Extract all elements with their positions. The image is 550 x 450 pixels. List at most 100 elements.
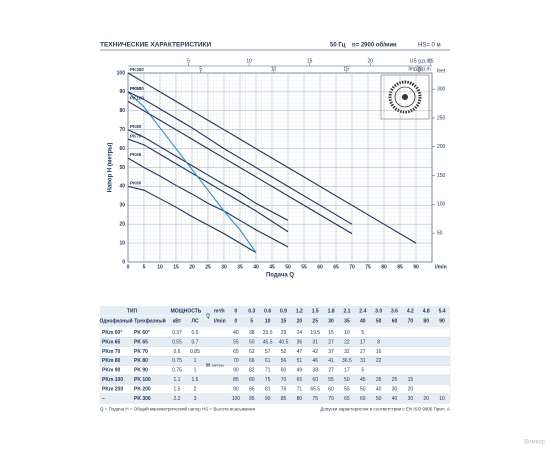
cell: 1.5 xyxy=(174,386,181,392)
pump-curve xyxy=(127,157,289,248)
x-tick-label: 60 xyxy=(317,264,323,270)
table-header: кВт xyxy=(173,318,182,324)
feet-unit: feet xyxy=(437,68,446,74)
table-header: 2.1 xyxy=(343,308,350,314)
cell: 20 xyxy=(423,396,429,402)
cell: 71 xyxy=(265,368,271,374)
cell: 81 xyxy=(265,386,271,392)
cell: 65.5 xyxy=(310,386,320,392)
table-header: 20 xyxy=(297,318,303,324)
imp-tick-label: 15 xyxy=(343,66,349,72)
curve-label: PK80 xyxy=(130,124,142,129)
cell: PK 60° xyxy=(134,330,150,336)
cell: 65 xyxy=(233,349,239,355)
cell: 82 xyxy=(249,368,255,374)
curve-label: PK90 xyxy=(130,86,142,91)
cell: 36.5 xyxy=(342,358,352,364)
cell: 15 xyxy=(328,330,334,336)
x-tick-label: 70 xyxy=(349,264,355,270)
feet-tick-label: 300 xyxy=(437,87,446,93)
cell: 32 xyxy=(344,349,350,355)
table-header: Трехфазный xyxy=(134,317,165,324)
table-header-bg xyxy=(100,306,450,327)
cell: 0.75 xyxy=(172,358,182,364)
cell: 85 xyxy=(281,396,287,402)
curve-label: PK100 xyxy=(130,96,144,101)
cell: 24 xyxy=(297,330,303,336)
table-header: 5.4 xyxy=(439,308,446,314)
watermark: Вимкор xyxy=(524,440,546,446)
cell: 60 xyxy=(360,396,366,402)
cell: 75 xyxy=(265,377,271,383)
cell: 60 xyxy=(312,377,318,383)
pump-curve xyxy=(127,72,417,244)
cell: 57 xyxy=(265,349,271,355)
table-header: 25 xyxy=(312,318,318,324)
y-tick-label: 30 xyxy=(119,203,125,209)
x-tick-label: 10 xyxy=(157,264,163,270)
y-tick-label: 100 xyxy=(117,70,126,76)
cell: 30 xyxy=(408,396,414,402)
x-tick-label: 15 xyxy=(173,264,179,270)
imp-tick-label: 10 xyxy=(271,66,277,72)
table-header: Однофазный xyxy=(99,317,132,324)
us-tick-label: 10 xyxy=(246,58,252,64)
cell: 60 xyxy=(328,386,334,392)
x-tick-label: 5 xyxy=(143,264,146,270)
y-tick-label: 80 xyxy=(119,108,125,114)
feet-tick-label: 50 xyxy=(437,231,443,237)
impeller-icon xyxy=(380,74,430,120)
cell: 17 xyxy=(360,339,366,345)
x-tick-label: 40 xyxy=(253,264,259,270)
table-header: 70 xyxy=(408,318,414,324)
table-row-bg xyxy=(99,393,451,404)
cell: 80 xyxy=(249,377,255,383)
cell: 31 xyxy=(360,358,366,364)
cell: 76 xyxy=(281,386,287,392)
us-unit: US g.p.m. xyxy=(410,58,432,64)
imp-tick-label: 20 xyxy=(416,66,422,72)
cell: 3 xyxy=(194,396,197,402)
cell: 70 xyxy=(328,396,334,402)
cell: 62 xyxy=(249,349,255,355)
x-tick-label: 0 xyxy=(127,264,130,270)
cell: 52 xyxy=(281,349,287,355)
table-row-bg xyxy=(99,337,451,347)
table-row-bg xyxy=(99,356,451,366)
table-header: 0.9 xyxy=(280,308,287,314)
y-tick-label: 0 xyxy=(122,259,125,265)
table-header: m³/h xyxy=(214,308,225,314)
cell: 31 xyxy=(312,339,318,345)
table-header: 1.5 xyxy=(312,308,319,314)
cell: 5 xyxy=(361,330,364,336)
cell: 49 xyxy=(297,368,303,374)
cell: 2.2 xyxy=(174,396,181,402)
cell: PK 90 xyxy=(134,368,148,374)
table-header: 0.6 xyxy=(264,308,271,314)
us-tick-label: 5 xyxy=(187,58,190,64)
cell: 90 xyxy=(233,368,239,374)
x-tick-label: 20 xyxy=(189,264,195,270)
cell: PK 70 xyxy=(134,349,148,355)
table-row-bg xyxy=(99,384,451,394)
cell: 0.5 xyxy=(192,330,199,336)
cell: 0.55 xyxy=(172,339,182,345)
cell: 35 xyxy=(376,377,382,383)
us-tick-label: 20 xyxy=(367,58,373,64)
cell: 60 xyxy=(281,368,287,374)
cell: 38 xyxy=(312,368,318,374)
x-tick-label: 80 xyxy=(381,264,387,270)
y-tick-label: 10 xyxy=(119,240,125,246)
cell: PKm 70 xyxy=(102,349,121,355)
pump-curve xyxy=(127,129,289,221)
cell: 22 xyxy=(344,339,350,345)
cell: 40 xyxy=(233,330,239,336)
curve-label: PK60 xyxy=(130,181,142,186)
cell: 10 xyxy=(439,396,445,402)
curve-label: PK65 xyxy=(130,152,142,157)
cell: 66 xyxy=(249,358,255,364)
cell: 50 xyxy=(376,396,382,402)
pump-curve xyxy=(127,185,257,254)
cell: 86 xyxy=(249,386,255,392)
x-tick-label: 55 xyxy=(301,264,307,270)
